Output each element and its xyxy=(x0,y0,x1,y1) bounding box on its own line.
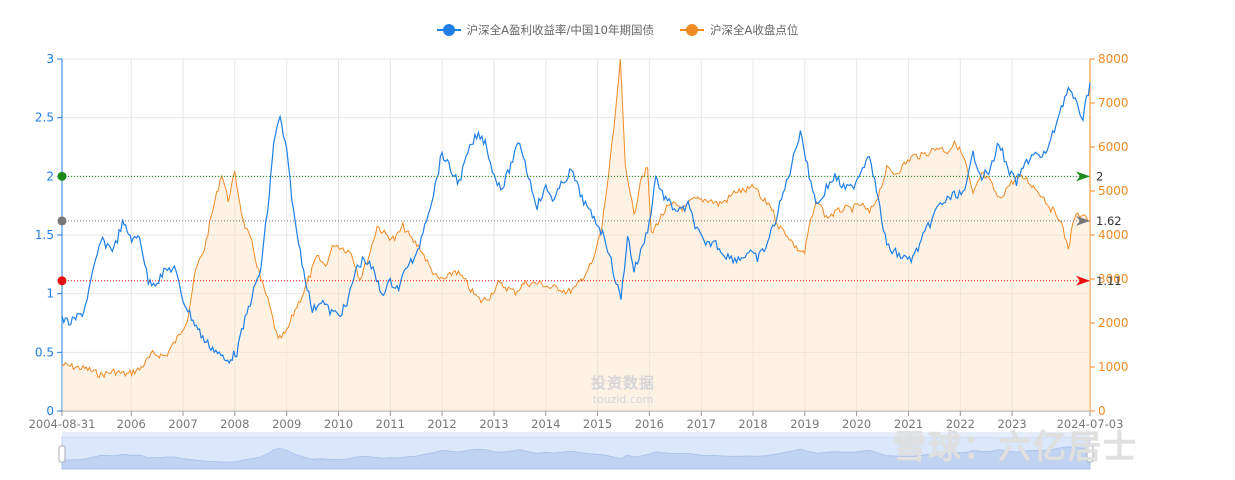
center-watermark: 投资数据 touzid.com xyxy=(583,372,663,408)
x-tick-label: 2018 xyxy=(738,417,767,431)
y-right-tick-label: 1000 xyxy=(1098,360,1129,374)
reference-line-start-dot xyxy=(57,216,67,226)
watermark: 雪球：六亿居士 xyxy=(893,427,1138,466)
reference-line-arrow xyxy=(1076,215,1090,226)
x-tick-label: 2006 xyxy=(117,417,146,431)
zoom-slider-handle-right[interactable] xyxy=(1086,445,1094,463)
legend-label: 沪深全A盈利收益率/中国10年期国债 xyxy=(466,23,654,37)
series-area-close-index xyxy=(62,59,1090,411)
x-tick-label: 2022 xyxy=(946,417,975,431)
x-tick-label: 2021 xyxy=(894,417,923,431)
x-tick-label: 2011 xyxy=(376,417,405,431)
reference-line-label: 2 xyxy=(1096,169,1103,183)
zoom-slider-handle-left[interactable] xyxy=(58,445,66,463)
center-watermark-url: touzid.com xyxy=(592,393,654,406)
y-left-tick-label: 0.5 xyxy=(35,345,54,359)
center-watermark-title: 投资数据 xyxy=(590,374,655,392)
y-right-tick-label: 3000 xyxy=(1098,272,1129,286)
reference-line-arrow xyxy=(1076,171,1090,182)
x-tick-label: 2014 xyxy=(531,417,560,431)
y-right-tick-label: 6000 xyxy=(1098,140,1129,154)
y-right-tick-label: 8000 xyxy=(1098,52,1129,66)
series-line-earnings-yield-ratio xyxy=(61,82,1091,365)
zoom-slider-top-bar xyxy=(62,432,1090,437)
y-right-tick-label: 4000 xyxy=(1098,228,1129,242)
x-tick-label: 2008 xyxy=(220,417,249,431)
x-tick-label: 2024-07-03 xyxy=(1057,417,1124,431)
x-tick-label: 2017 xyxy=(687,417,716,431)
x-tick-label: 2013 xyxy=(479,417,508,431)
y-left-tick-label: 2.5 xyxy=(35,111,54,125)
y-left-tick-label: 1 xyxy=(46,287,54,301)
y-left-tick-label: 1.5 xyxy=(35,228,54,242)
x-tick-label: 2019 xyxy=(790,417,819,431)
x-tick-label: 2020 xyxy=(842,417,871,431)
y-left-tick-label: 0 xyxy=(46,404,54,418)
legend-marker-orange xyxy=(680,24,704,36)
x-tick-label: 2009 xyxy=(272,417,301,431)
legend: 沪深全A盈利收益率/中国10年期国债 沪深全A收盘点位 xyxy=(0,18,1235,42)
legend-label: 沪深全A收盘点位 xyxy=(710,23,799,37)
y-left-tick-label: 3 xyxy=(46,52,54,66)
reference-line-arrow xyxy=(1076,275,1090,286)
series-line-close-index xyxy=(61,58,1091,379)
y-left-tick-label: 2 xyxy=(46,169,54,183)
x-tick-label: 2015 xyxy=(583,417,612,431)
legend-marker-blue xyxy=(436,24,461,36)
y-right-tick-label: 2000 xyxy=(1098,316,1129,330)
x-tick-label: 2007 xyxy=(168,417,197,431)
x-tick-label: 2016 xyxy=(635,417,664,431)
reference-line-label: 1.11 xyxy=(1096,274,1122,288)
y-right-tick-label: 7000 xyxy=(1098,96,1129,110)
reference-line-start-dot xyxy=(57,276,67,286)
legend-item-close-index[interactable]: 沪深全A收盘点位 xyxy=(680,22,798,38)
y-right-tick-label: 5000 xyxy=(1098,184,1129,198)
x-tick-label: 2010 xyxy=(324,417,353,431)
x-tick-label: 2012 xyxy=(427,417,456,431)
zoom-slider-preview xyxy=(61,445,1091,470)
reference-line-start-dot xyxy=(57,171,67,181)
x-tick-label: 2004-08-31 xyxy=(29,417,96,431)
y-right-tick-label: 0 xyxy=(1098,404,1106,418)
x-tick-label: 2023 xyxy=(997,417,1026,431)
legend-item-earnings-yield-ratio[interactable]: 沪深全A盈利收益率/中国10年期国债 xyxy=(436,22,654,38)
reference-line-label: 1.62 xyxy=(1096,214,1122,228)
